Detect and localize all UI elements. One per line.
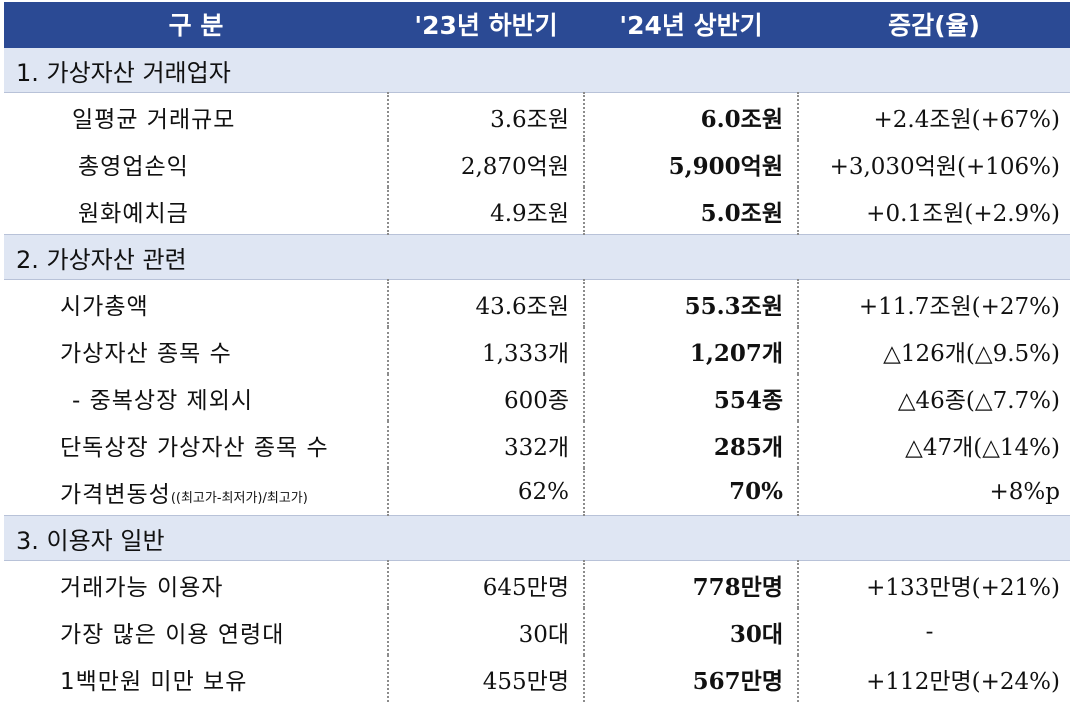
value-change: △47개(△14%) bbox=[905, 434, 1060, 461]
value-2024-h1: 778만명 bbox=[584, 560, 799, 608]
value-2024-h1: 70% bbox=[584, 468, 799, 516]
value-2023-h2: 30대 bbox=[388, 608, 585, 655]
table-row: 거래가능 이용자 645만명 778만명 +133만명(+21%) bbox=[4, 560, 1070, 608]
section-row: 1. 가상자산 거래업자 bbox=[4, 46, 1070, 93]
value-change: △126개(△9.5%) bbox=[883, 340, 1060, 367]
table-row: 단독상장 가상자산 종목 수 332개 285개 △47개(△14%) bbox=[4, 421, 1070, 468]
table-header-row: 구 분 '23년 하반기 '24년 상반기 증감(율) bbox=[4, 2, 1070, 48]
row-label-note: ((최고가-최저가)/최고가) bbox=[170, 490, 308, 506]
table-row: 가상자산 종목 수 1,333개 1,207개 △126개(△9.5%) bbox=[4, 327, 1070, 374]
value-change: +11.7조원(+27%) bbox=[858, 293, 1060, 320]
header-change: 증감(율) bbox=[798, 2, 1070, 48]
value-2024-h1: 6.0조원 bbox=[584, 92, 799, 140]
table-row: 시가총액 43.6조원 55.3조원 +11.7조원(+27%) bbox=[4, 279, 1070, 327]
header-2023-h2: '23년 하반기 bbox=[388, 2, 584, 48]
value-2023-h2: 3.6조원 bbox=[388, 92, 585, 140]
table-row: 가격변동성((최고가-최저가)/최고가) 62% 70% +8%p bbox=[4, 468, 1070, 516]
value-2024-h1: 554종 bbox=[584, 374, 799, 421]
value-2023-h2: 43.6조원 bbox=[388, 279, 585, 327]
value-change: +0.1조원(+2.9%) bbox=[866, 200, 1060, 227]
value-2024-h1: 5,900억원 bbox=[584, 140, 799, 187]
header-category: 구 분 bbox=[4, 2, 388, 48]
row-label-text: 가격변동성 bbox=[60, 481, 171, 508]
section-row: 3. 이용자 일반 bbox=[4, 515, 1070, 561]
value-2024-h1: 1,207개 bbox=[584, 327, 799, 374]
section-title: 3. 이용자 일반 bbox=[4, 515, 1070, 561]
value-2023-h2: 645만명 bbox=[388, 560, 585, 608]
value-2024-h1: 285개 bbox=[584, 421, 799, 468]
row-label: - 중복상장 제외시 bbox=[4, 374, 389, 421]
value-2024-h1: 5.0조원 bbox=[584, 187, 799, 235]
value-change: +133만명(+21%) bbox=[866, 574, 1060, 601]
row-label: 가상자산 종목 수 bbox=[4, 327, 389, 374]
table-row: - 중복상장 제외시 600종 554종 △46종(△7.7%) bbox=[4, 374, 1070, 421]
section-row: 2. 가상자산 관련 bbox=[4, 234, 1070, 280]
row-label: 일평균 거래규모 bbox=[4, 92, 389, 140]
value-2023-h2: 62% bbox=[388, 468, 585, 516]
header-2024-h1: '24년 상반기 bbox=[584, 2, 798, 48]
row-label: 거래가능 이용자 bbox=[4, 560, 389, 608]
value-2023-h2: 2,870억원 bbox=[388, 140, 585, 187]
value-change: +8%p bbox=[989, 478, 1060, 505]
row-label: 시가총액 bbox=[4, 279, 389, 327]
table-row: 1백만원 미만 보유 455만명 567만명 +112만명(+24%) bbox=[4, 655, 1070, 702]
row-label: 총영업손익 bbox=[4, 140, 389, 187]
value-change: △46종(△7.7%) bbox=[897, 387, 1060, 414]
value-2023-h2: 1,333개 bbox=[388, 327, 585, 374]
table-row: 총영업손익 2,870억원 5,900억원 +3,030억원(+106%) bbox=[4, 140, 1070, 187]
value-change: +2.4조원(+67%) bbox=[873, 106, 1060, 133]
value-2023-h2: 455만명 bbox=[388, 655, 585, 702]
value-2024-h1: 567만명 bbox=[584, 655, 799, 702]
row-label-volatility: 가격변동성((최고가-최저가)/최고가) bbox=[4, 468, 389, 516]
value-change: - bbox=[925, 618, 934, 645]
table-row: 원화예치금 4.9조원 5.0조원 +0.1조원(+2.9%) bbox=[4, 187, 1070, 235]
value-2024-h1: 55.3조원 bbox=[584, 279, 799, 327]
value-2023-h2: 600종 bbox=[388, 374, 585, 421]
row-label: 가장 많은 이용 연령대 bbox=[4, 608, 389, 655]
value-2023-h2: 332개 bbox=[388, 421, 585, 468]
section-title: 1. 가상자산 거래업자 bbox=[4, 46, 1070, 93]
value-change: +112만명(+24%) bbox=[866, 668, 1060, 695]
table-row: 가장 많은 이용 연령대 30대 30대 - bbox=[4, 608, 1070, 655]
row-label: 1백만원 미만 보유 bbox=[4, 655, 389, 702]
table-row: 일평균 거래규모 3.6조원 6.0조원 +2.4조원(+67%) bbox=[4, 92, 1070, 140]
value-change: +3,030억원(+106%) bbox=[829, 153, 1060, 180]
row-label: 원화예치금 bbox=[4, 187, 389, 235]
section-title: 2. 가상자산 관련 bbox=[4, 234, 1070, 280]
value-2023-h2: 4.9조원 bbox=[388, 187, 585, 235]
value-2024-h1: 30대 bbox=[584, 608, 799, 655]
row-label: 단독상장 가상자산 종목 수 bbox=[4, 421, 389, 468]
crypto-market-statistics-table: 구 분 '23년 하반기 '24년 상반기 증감(율) 1. 가상자산 거래업자… bbox=[4, 2, 1070, 702]
